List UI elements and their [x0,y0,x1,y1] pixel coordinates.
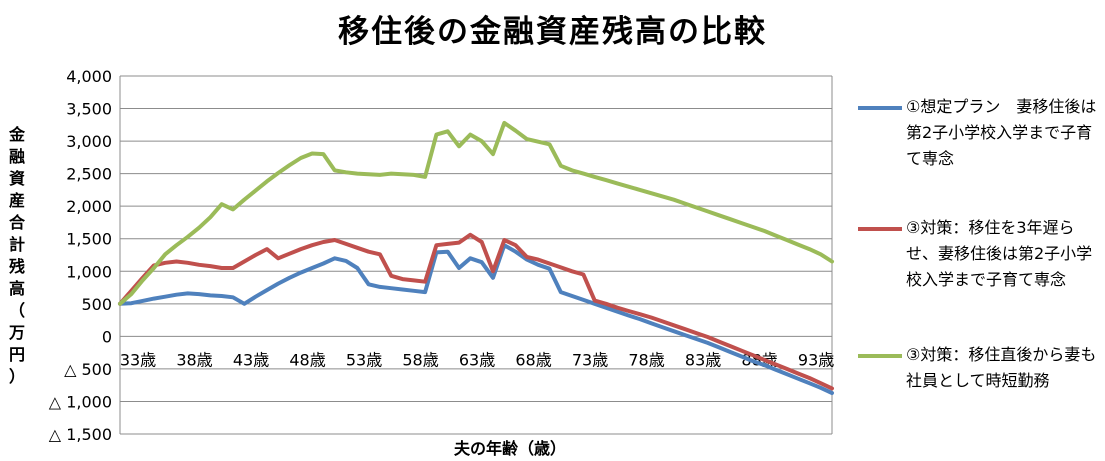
x-tick-label: 48歳 [289,350,325,369]
legend-item-plan3a: ③対策：移住を3年遅らせ、妻移住後は第2子小学校入学まで子育て専念 [858,215,1103,325]
x-tick-label: 33歳 [120,350,156,369]
y-tick-label: 500 [81,295,112,314]
legend-swatch-plan3a [858,227,902,231]
x-tick-label: 78歳 [628,350,664,369]
y-tick-label: △ 1,000 [49,392,112,411]
y-axis-label: 金融資産合計残高（万円） [8,125,25,386]
legend-label-plan1: ①想定プラン 妻移住後は第2子小学校入学まで子育て専念 [906,97,1097,168]
series-lines [118,120,834,395]
chart-title: 移住後の金融資産残高の比較 [338,14,767,50]
y-tick-label: 2,000 [66,197,112,216]
x-tick-label: 73歳 [572,350,608,369]
legend-label-plan3a: ③対策：移住を3年遅らせ、妻移住後は第2子小学校入学まで子育て専念 [906,218,1093,289]
x-tick-label: 68歳 [515,350,551,369]
x-axis-label: 夫の年齢（歳） [453,439,566,458]
grid-lines [120,75,832,435]
series-line-2 [118,232,834,391]
y-tick-label: △ 500 [64,360,112,379]
legend-item-plan3b: ③対策：移住直後から妻も社員として時短勤務 [858,342,1103,422]
legend-swatch-plan1 [858,106,902,110]
y-tick-label: 2,500 [66,165,112,184]
legend-swatch-plan3b [858,354,902,358]
legend-item-plan1: ①想定プラン 妻移住後は第2子小学校入学まで子育て専念 [858,94,1103,174]
series-line-1 [118,243,834,395]
x-tick-labels: 33歳 38歳 43歳 48歳 53歳 58歳 63歳 68歳 73歳 78歳 83歳 88歳 93歳 [120,350,834,369]
y-tick-label: 1,500 [66,230,112,249]
x-tick-label: 58歳 [402,350,438,369]
legend-label-plan3b: ③対策：移住直後から妻も社員として時短勤務 [906,345,1097,390]
y-tick-label: 0 [102,327,112,346]
y-tick-label: △ 1,500 [49,425,112,444]
x-tick-label: 38歳 [176,350,212,369]
y-tick-label: 3,500 [66,100,112,119]
x-tick-label: 93歳 [798,350,834,369]
y-tick-label: 4,000 [66,67,112,86]
series-line-3 [118,120,834,306]
x-tick-label: 83歳 [685,350,721,369]
y-tick-label: 3,000 [66,132,112,151]
x-tick-label: 43歳 [233,350,269,369]
y-tick-label: 1,000 [66,262,112,281]
axes [119,76,833,434]
x-tick-label: 53歳 [346,350,382,369]
x-tick-label: 63歳 [459,350,495,369]
y-tick-labels: 4,000 3,500 3,000 2,500 2,000 1,500 1,000 500 0 △… [49,67,112,444]
